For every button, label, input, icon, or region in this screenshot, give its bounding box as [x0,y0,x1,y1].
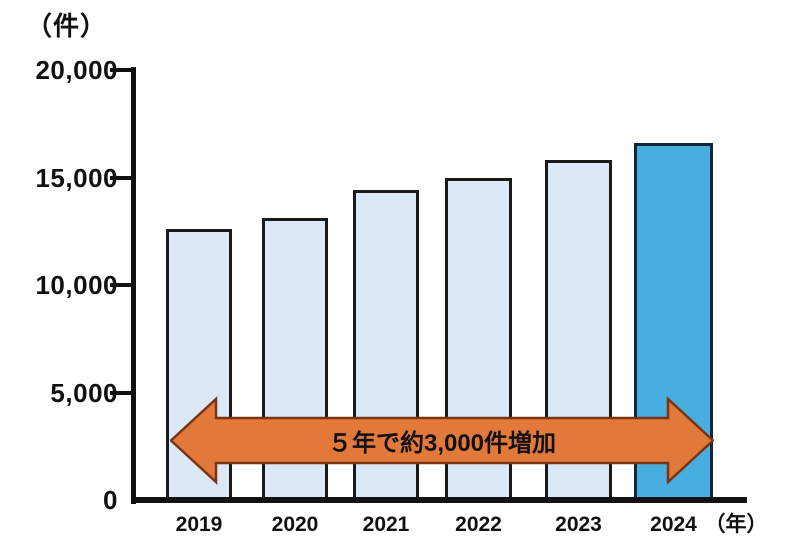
y-tick-label: 5,000 [50,377,118,408]
y-tick-label: 20,000 [35,55,118,85]
y-axis-line [131,67,136,504]
y-tick-label: 15,000 [35,162,118,193]
x-label-2019: 2019 [175,513,223,536]
y-tick-mark [110,283,134,287]
x-label-2021: 2021 [362,513,410,536]
x-label-2023: 2023 [555,513,602,536]
y-tick-mark [110,175,134,180]
increase-arrow-icon [170,396,714,485]
x-axis-line [131,497,747,503]
y-tick-label: 10,000 [35,270,118,300]
x-axis-unit-label: （年） [704,513,768,536]
x-label-2024: 2024 [650,513,697,536]
y-axis-unit-label: （件） [26,11,108,41]
x-label-2020: 2020 [271,513,319,536]
y-tick-label: 0 [103,485,118,515]
y-tick-mark [110,68,134,72]
y-tick-mark [110,390,134,395]
increase-annotation: ５年で約3,000件増加 [327,430,557,457]
x-label-2022: 2022 [455,513,502,536]
